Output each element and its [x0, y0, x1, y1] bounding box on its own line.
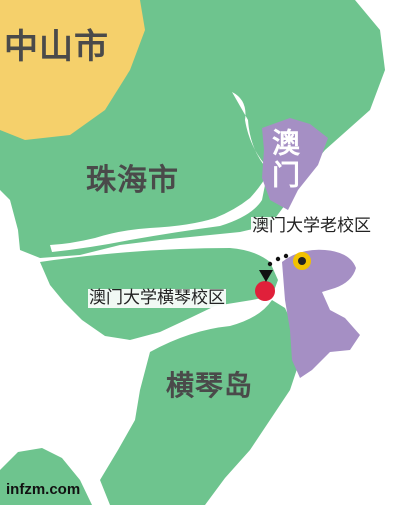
route-dot: [275, 256, 281, 262]
source-credit: infzm.com: [6, 481, 81, 498]
relocation-arrow: [259, 270, 273, 282]
route-dot: [267, 261, 273, 267]
macau-peninsula: [262, 118, 328, 210]
new-campus-label: 澳门大学横琴校区: [88, 288, 226, 308]
route-dot: [283, 253, 289, 259]
hengqin-land: [100, 300, 300, 505]
zhongshan-label: 中山市: [4, 27, 109, 67]
small-island-land: [0, 448, 92, 505]
relocation-route: [267, 253, 289, 267]
zhongshan-land: [0, 0, 145, 140]
new-campus-marker: [255, 281, 275, 301]
old-campus-marker: [293, 252, 311, 270]
hengqin-label: 横琴岛: [166, 369, 254, 402]
macau-islands: [282, 249, 360, 378]
macau-label: 澳门: [268, 128, 301, 192]
zhuhai-label: 珠海市: [86, 163, 179, 198]
old-campus-label: 澳门大学老校区: [251, 216, 372, 236]
